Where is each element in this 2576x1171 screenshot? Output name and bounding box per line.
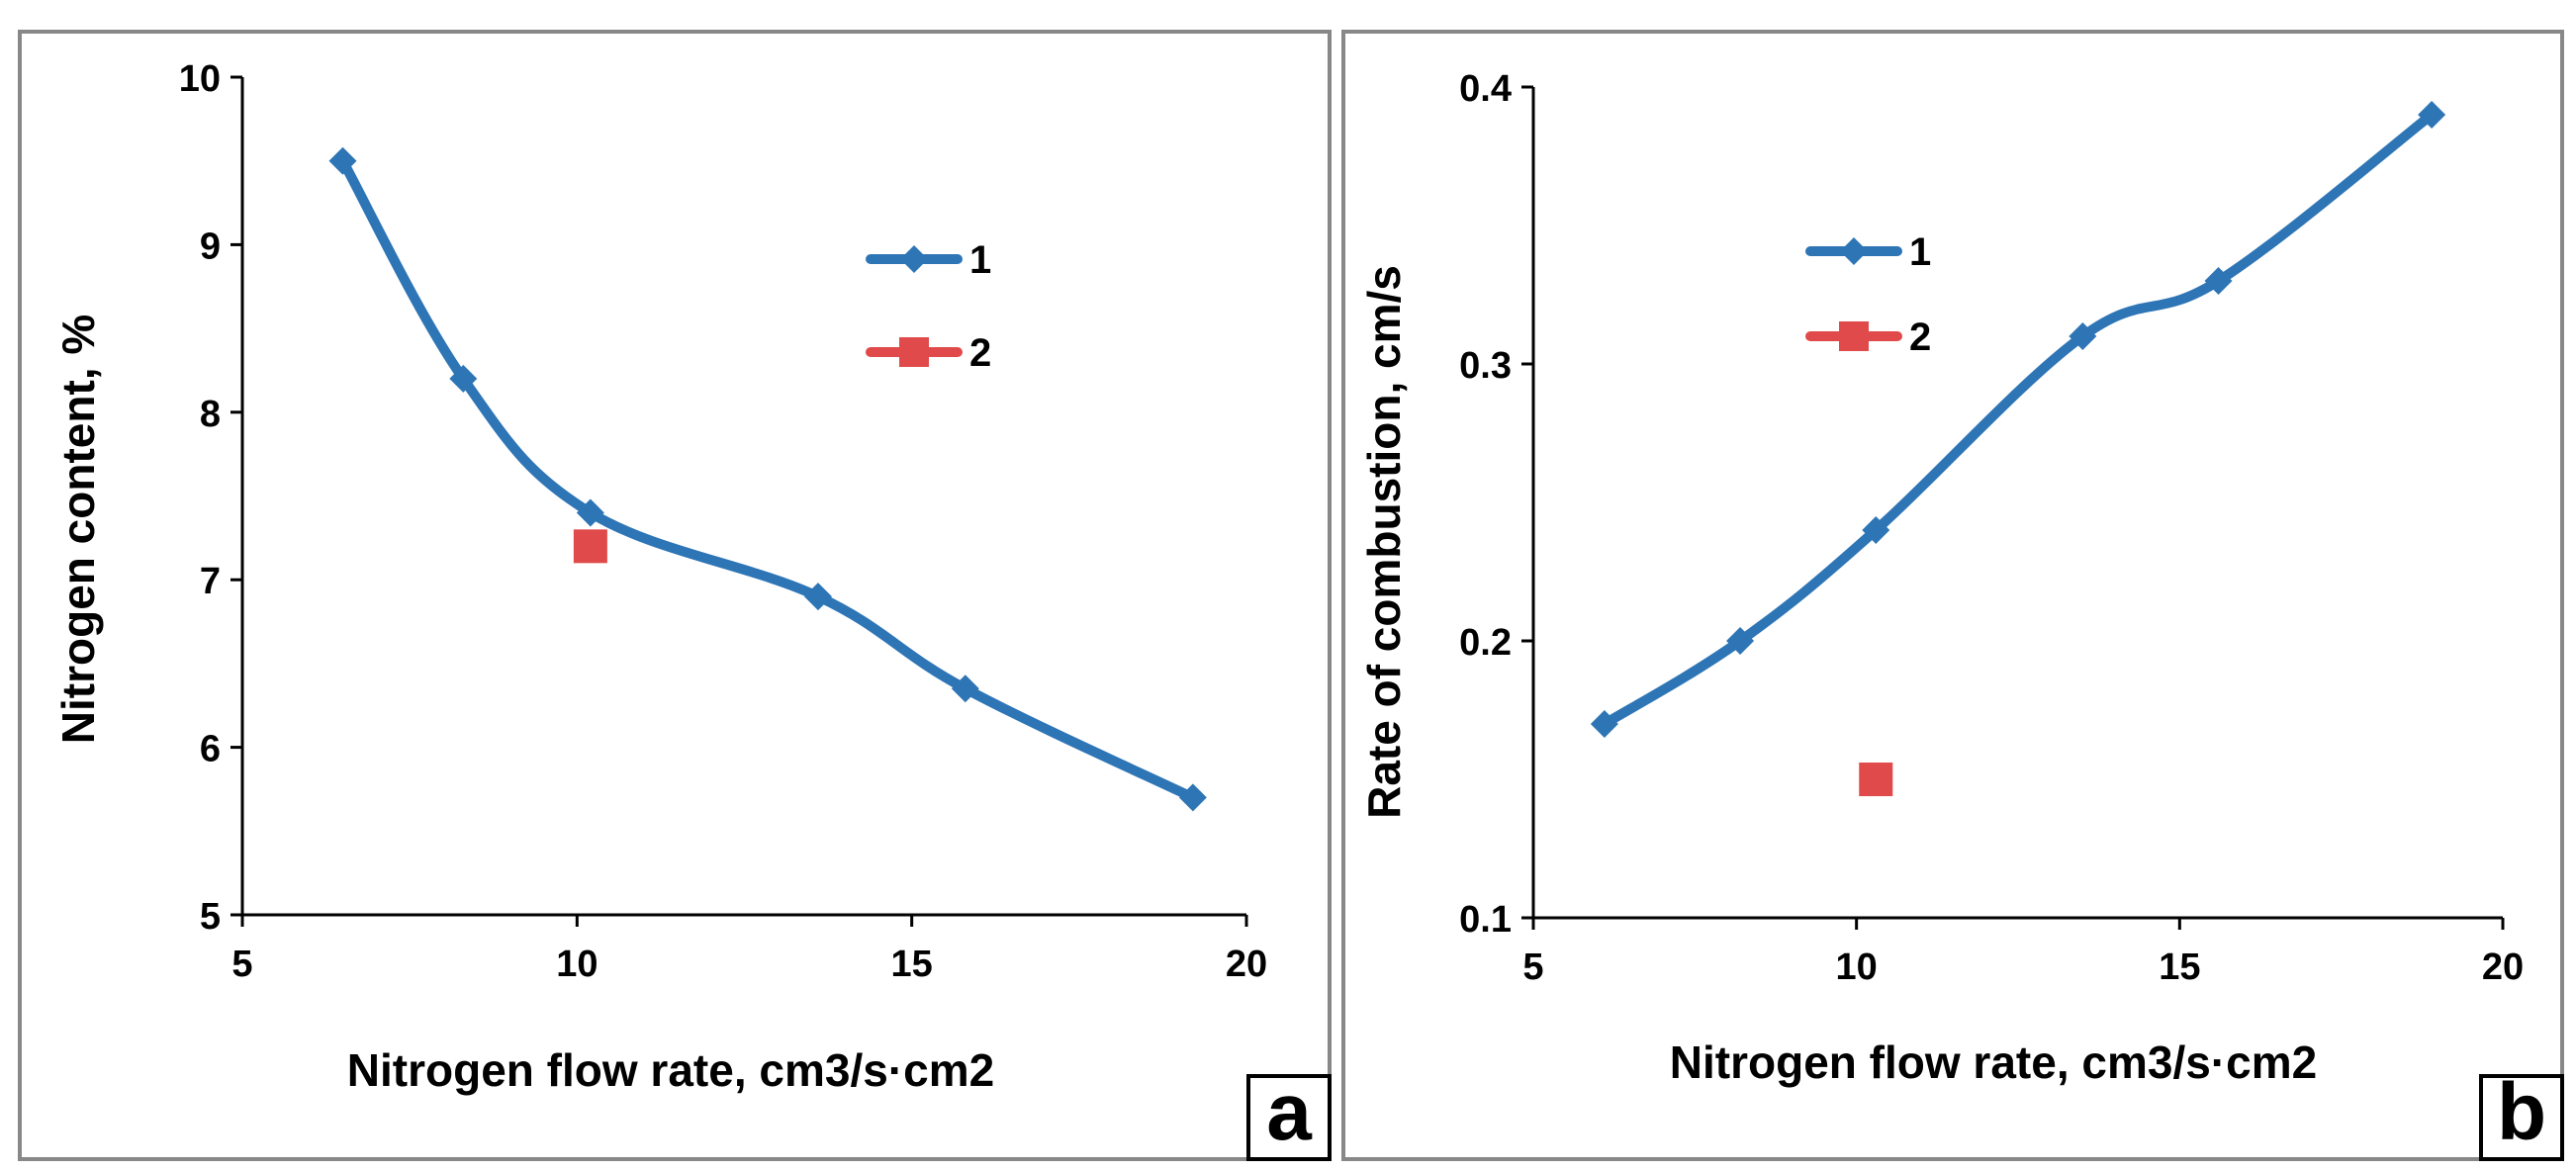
chart-a-series-1-point [1178, 783, 1207, 812]
chart-b-series-1-point [1726, 627, 1755, 655]
chart-a-series-1-point [328, 146, 357, 175]
chart-a-series-1-point [576, 498, 604, 527]
chart-b-x-tick-label: 20 [2482, 946, 2524, 988]
chart-b-y-tick-label: 0.3 [1459, 345, 1512, 387]
chart-b-series-1-point [2418, 101, 2446, 129]
chart-b-x-tick-label: 15 [2159, 946, 2200, 988]
chart-a-x-tick-label: 10 [556, 944, 598, 985]
chart-b-x-tick-label: 5 [1522, 946, 1543, 988]
chart-a-legend-series-2-marker [899, 337, 929, 367]
panel-b-frame [1341, 30, 2564, 1161]
chart-b-series-1-point [1862, 516, 1890, 544]
panel-b: 0.1 0.2 0.3 0.4 5 10 15 20 Nitrogen flow rate, … [1341, 30, 2564, 1161]
chart-b-y-tick-label: 0.2 [1459, 622, 1512, 664]
chart-a-y-tick-label: 7 [200, 561, 221, 602]
chart-a-y-axis-title: Nitrogen content, % [52, 315, 104, 744]
chart-b-x-tick-label: 10 [1836, 946, 1878, 988]
chart-a-series-1-point [449, 364, 478, 393]
chart-a-x-tick-label: 5 [231, 944, 252, 985]
chart-a-x-tick-label: 20 [1226, 944, 1267, 985]
chart-b-x-axis-title: Nitrogen flow rate, cm3/s·cm2 [1670, 1036, 2317, 1088]
chart-b-legend-series-1-label: 1 [1909, 230, 1931, 274]
chart-a-y-tick-label: 8 [200, 394, 221, 435]
panel-a-frame [18, 30, 1332, 1161]
chart-b-series-1-point [2204, 267, 2233, 295]
chart-b-legend-series-2-label: 2 [1909, 315, 1931, 359]
chart-a-x-tick-label: 15 [891, 944, 933, 985]
chart-a-legend: 1 2 [866, 238, 991, 375]
chart-b-y-tick-label: 0.4 [1459, 68, 1512, 110]
chart-a-legend-series-1-marker [900, 245, 928, 273]
chart-b-series-1-point [2069, 322, 2097, 350]
chart-a-series-1-point [951, 675, 979, 703]
panel-b-label-box [2479, 1074, 2564, 1161]
chart-b-legend-series-2-marker [1839, 321, 1869, 351]
chart-a-y-tick-label: 6 [200, 729, 221, 770]
chart-a-series-1-line [337, 155, 1198, 803]
chart-a-x-axis-title: Nitrogen flow rate, cm3/s·cm2 [347, 1044, 994, 1096]
chart-b-plot: 0.1 0.2 0.3 0.4 5 10 15 20 [1459, 68, 2524, 988]
chart-a-y-tick-label: 5 [200, 896, 221, 938]
panel-a-label-box [1246, 1074, 1332, 1161]
panel-a: 5 6 7 8 9 10 5 10 15 20 Nitrogen flow rate, cm3/s… [18, 30, 1332, 1161]
chart-a-legend-series-1-label: 1 [969, 238, 991, 282]
chart-a-series-1-point [803, 583, 832, 611]
chart-b-legend: 1 2 [1805, 230, 1931, 359]
chart-b-y-tick-label: 0.1 [1459, 899, 1512, 941]
panel-a-label: a [1266, 1067, 1313, 1157]
chart-b-series-2-point [1859, 763, 1893, 796]
chart-a-legend-series-2-label: 2 [969, 331, 991, 375]
chart-b-legend-series-1-marker [1840, 237, 1868, 265]
panel-b-label: b [2497, 1067, 2546, 1157]
chart-b-series-1-point [1590, 710, 1618, 738]
chart-a-series-2-point [573, 529, 607, 564]
chart-a-y-tick-label: 9 [200, 225, 221, 267]
chart-b-y-axis-title: Rate of combustion, cm/s [1358, 265, 1410, 819]
chart-a-plot: 5 6 7 8 9 10 5 10 15 20 [179, 58, 1267, 985]
chart-a-y-tick-label: 10 [179, 58, 221, 100]
